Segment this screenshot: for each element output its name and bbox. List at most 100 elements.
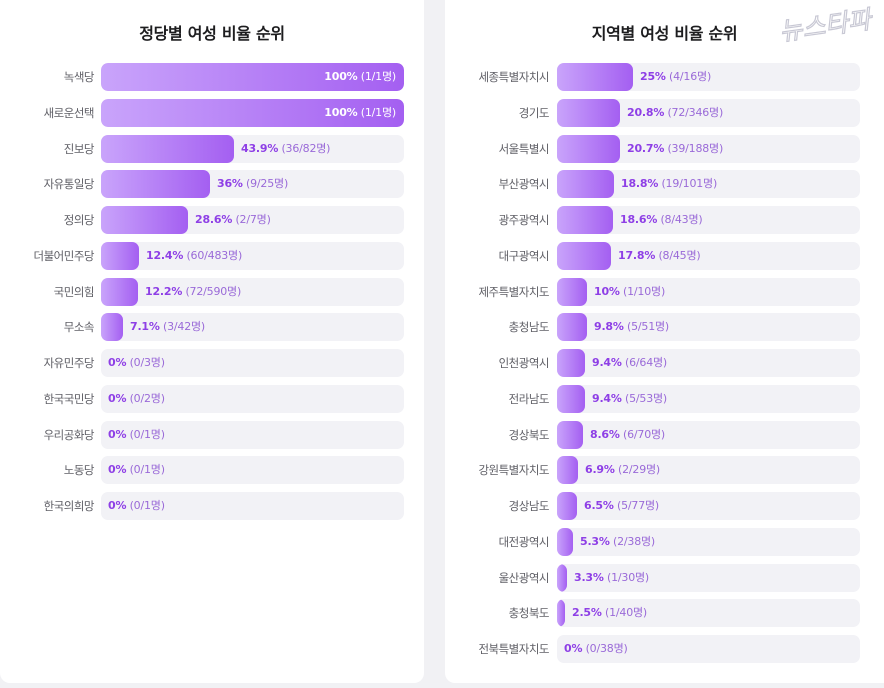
party-bar-row: 새로운선택 100% (1/1명)	[0, 99, 424, 127]
region-bar-track: 2.5% (1/40명)	[557, 599, 860, 627]
region-bar-row: 강원특별자치도 6.9% (2/29명)	[445, 456, 884, 484]
party-percent-label: 43.9%	[241, 142, 279, 155]
party-count-label: (3/42명)	[159, 320, 206, 333]
region-category-label: 경기도	[518, 106, 550, 120]
party-category-label: 진보당	[63, 142, 95, 156]
party-bar	[101, 313, 123, 341]
region-bar-track: 18.8% (19/101명)	[557, 170, 860, 198]
party-percent-label: 28.6%	[195, 213, 233, 226]
region-bar-track: 6.5% (5/77명)	[557, 492, 860, 520]
party-category-label: 국민의힘	[53, 285, 95, 299]
party-bar-track: 12.4% (60/483명)	[101, 242, 404, 270]
region-bar-row: 대구광역시 17.8% (8/45명)	[445, 242, 884, 270]
party-value-label: 0% (0/3명)	[108, 349, 165, 377]
party-bar-row: 정의당 28.6% (2/7명)	[0, 206, 424, 234]
region-category-label: 충청북도	[508, 606, 550, 620]
party-bar-row: 한국의희망 0% (0/1명)	[0, 492, 424, 520]
region-count-label: (1/30명)	[603, 571, 650, 584]
region-category-label: 전북특별자치도	[478, 642, 549, 656]
party-percent-label: 0%	[108, 499, 127, 512]
party-percent-label: 100%	[324, 106, 358, 119]
party-category-label: 자유민주당	[43, 356, 95, 370]
region-bar	[557, 528, 573, 556]
region-category-label: 제주특별자치도	[478, 285, 549, 299]
party-value-label: 100% (1/1명)	[324, 99, 396, 127]
party-bar	[101, 278, 138, 306]
region-count-label: (1/40명)	[601, 606, 648, 619]
region-bar-row: 경상북도 8.6% (6/70명)	[445, 421, 884, 449]
party-count-label: (60/483명)	[183, 249, 243, 262]
region-bar-track: 25% (4/16명)	[557, 63, 860, 91]
party-bar	[101, 170, 210, 198]
region-count-label: (5/53명)	[621, 392, 668, 405]
party-value-label: 0% (0/1명)	[108, 492, 165, 520]
party-bar-row: 자유민주당 0% (0/3명)	[0, 349, 424, 377]
party-value-label: 43.9% (36/82명)	[241, 135, 330, 163]
region-bar-row: 서울특별시 20.7% (39/188명)	[445, 135, 884, 163]
region-percent-label: 10%	[594, 285, 620, 298]
party-count-label: (1/1명)	[357, 106, 396, 119]
region-count-label: (6/64명)	[621, 356, 668, 369]
party-category-label: 녹색당	[63, 70, 95, 84]
party-category-label: 정의당	[63, 213, 95, 227]
region-category-label: 인천광역시	[498, 356, 550, 370]
party-category-label: 새로운선택	[43, 106, 95, 120]
region-category-label: 전라남도	[508, 392, 550, 406]
party-bar	[101, 242, 139, 270]
region-category-label: 강원특별자치도	[478, 463, 549, 477]
party-bar-row: 녹색당 100% (1/1명)	[0, 63, 424, 91]
region-category-label: 울산광역시	[498, 571, 550, 585]
region-percent-label: 18.8%	[621, 177, 659, 190]
region-bar	[557, 242, 611, 270]
region-bar-track: 20.8% (72/346명)	[557, 99, 860, 127]
region-bar-row: 전북특별자치도 0% (0/38명)	[445, 635, 884, 663]
party-chart-title: 정당별 여성 비율 순위	[139, 24, 285, 43]
region-percent-label: 9.8%	[594, 320, 624, 333]
party-bar-track: 0% (0/3명)	[101, 349, 404, 377]
region-bar	[557, 278, 587, 306]
region-count-label: (72/346명)	[664, 106, 724, 119]
region-value-label: 6.9% (2/29명)	[585, 456, 660, 484]
party-value-label: 36% (9/25명)	[217, 170, 288, 198]
region-chart-panel: 지역별 여성 비율 순위 세종특별자치시 25% (4/16명) 경기도 20.8% …	[445, 0, 884, 683]
region-bar-track: 0% (0/38명)	[557, 635, 860, 663]
party-bar-track: 100% (1/1명)	[101, 63, 404, 91]
party-value-label: 0% (0/1명)	[108, 421, 165, 449]
region-percent-label: 0%	[564, 642, 583, 655]
party-value-label: 7.1% (3/42명)	[130, 313, 205, 341]
party-percent-label: 12.4%	[146, 249, 184, 262]
region-value-label: 8.6% (6/70명)	[590, 421, 665, 449]
party-count-label: (1/1명)	[357, 70, 396, 83]
region-bar	[557, 385, 585, 413]
party-percent-label: 36%	[217, 177, 243, 190]
region-percent-label: 20.8%	[627, 106, 665, 119]
region-count-label: (8/43명)	[657, 213, 703, 226]
party-bar-row: 노동당 0% (0/1명)	[0, 456, 424, 484]
party-value-label: 100% (1/1명)	[324, 63, 396, 91]
region-bar	[557, 349, 585, 377]
party-count-label: (0/1명)	[126, 428, 165, 441]
party-bar	[101, 99, 404, 127]
party-bar-track: 36% (9/25명)	[101, 170, 404, 198]
region-bar-track: 6.9% (2/29명)	[557, 456, 860, 484]
party-chart-panel: 정당별 여성 비율 순위 녹색당 100% (1/1명) 새로운선택 100% (1/…	[0, 0, 424, 683]
region-bar	[557, 564, 567, 592]
party-percent-label: 7.1%	[130, 320, 160, 333]
party-percent-label: 12.2%	[145, 285, 183, 298]
party-percent-label: 0%	[108, 428, 127, 441]
region-bar-track: 9.4% (6/64명)	[557, 349, 860, 377]
party-value-label: 28.6% (2/7명)	[195, 206, 271, 234]
region-percent-label: 8.6%	[590, 428, 620, 441]
region-bar-track: 9.8% (5/51명)	[557, 313, 860, 341]
region-chart-title: 지역별 여성 비율 순위	[591, 24, 738, 43]
party-count-label: (0/2명)	[126, 392, 165, 405]
region-value-label: 9.8% (5/51명)	[594, 313, 669, 341]
region-percent-label: 25%	[640, 70, 666, 83]
region-bar-row: 대전광역시 5.3% (2/38명)	[445, 528, 884, 556]
region-bar-row: 충청남도 9.8% (5/51명)	[445, 313, 884, 341]
region-bar-track: 17.8% (8/45명)	[557, 242, 860, 270]
region-count-label: (1/10명)	[619, 285, 666, 298]
region-count-label: (8/45명)	[655, 249, 701, 262]
party-count-label: (9/25명)	[242, 177, 289, 190]
region-count-label: (5/51명)	[623, 320, 670, 333]
